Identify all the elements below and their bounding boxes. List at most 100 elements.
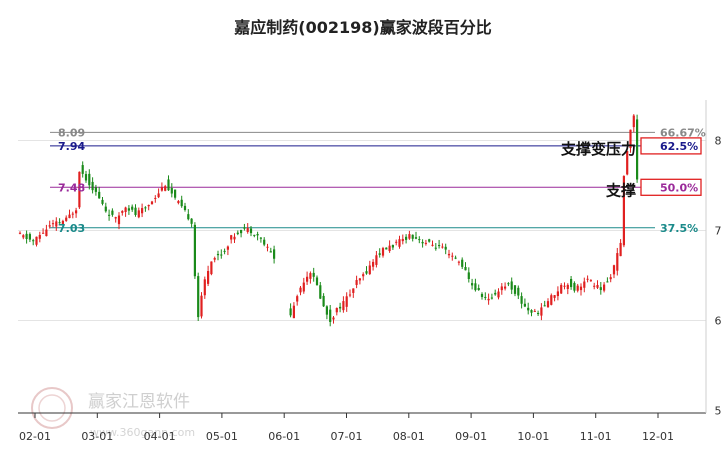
candle-body <box>527 307 530 311</box>
candle-body <box>98 191 101 199</box>
candle-body <box>540 307 543 316</box>
candle-body <box>434 247 437 249</box>
watermark: 赢家江恩软件 www.360gann.com <box>31 387 195 439</box>
candle-body <box>490 297 493 299</box>
candle-body <box>81 165 84 174</box>
candle-body <box>174 189 177 198</box>
x-tick-label: 02-01 <box>19 430 51 443</box>
watermark-logo-icon <box>31 387 73 429</box>
candle-body <box>160 187 163 191</box>
candle-body <box>381 248 385 256</box>
candle-body <box>65 217 68 221</box>
candle-body <box>144 207 147 209</box>
x-tick-label: 08-01 <box>393 430 425 443</box>
candle-body <box>180 199 183 207</box>
x-tick-label: 07-01 <box>331 430 363 443</box>
x-tick-label: 11-01 <box>580 430 612 443</box>
candle-body <box>428 239 431 242</box>
candle-body <box>487 298 490 301</box>
candles <box>18 114 639 327</box>
candle-body <box>451 255 454 257</box>
candle-body <box>299 287 302 293</box>
candle-body <box>612 265 616 275</box>
candle-body <box>520 296 523 304</box>
candle-body <box>589 280 592 282</box>
candle-body <box>560 284 563 294</box>
candle-body <box>533 310 536 312</box>
candle-body <box>464 267 467 271</box>
level-labels: 8.09 66.67% 7.94 62.5% 7.48 50.0% 7.03 37.5% <box>58 126 706 234</box>
candle-body <box>513 285 517 294</box>
candle-body <box>537 312 540 315</box>
level-value-label: 7.94 <box>58 140 85 153</box>
candle-body <box>619 242 622 257</box>
candle-body <box>606 281 609 283</box>
candle-body <box>197 276 200 318</box>
candle-body <box>302 282 305 292</box>
annotation-label: 支撑变压力 <box>560 140 636 158</box>
x-tick-label: 03-01 <box>81 430 113 443</box>
candle-body <box>55 221 58 227</box>
candle-body <box>405 236 408 240</box>
candle-body <box>312 272 315 277</box>
x-tick-label: 05-01 <box>206 430 238 443</box>
candle-body <box>75 210 78 214</box>
candle-body <box>134 207 137 215</box>
candle-body <box>632 115 635 128</box>
candle-body <box>474 283 477 291</box>
candle-body <box>322 295 325 307</box>
candle-body <box>421 241 424 244</box>
candle-body <box>259 237 262 239</box>
candle-body <box>355 280 358 285</box>
candle-body <box>226 246 229 250</box>
axes: 5 6 7 8 02-01 03-01 04-01 05-01 06-01 07-01 08-01 0… <box>18 100 722 443</box>
candle-body <box>230 235 233 240</box>
level-value-label: 7.03 <box>58 222 85 235</box>
candle-body <box>332 317 335 320</box>
candle-body <box>319 285 322 299</box>
candle-body <box>467 272 470 279</box>
candle-body <box>131 206 134 210</box>
x-tick-label: 09-01 <box>455 430 487 443</box>
candle-body <box>570 278 573 288</box>
candle-body <box>497 291 500 298</box>
candle-body <box>292 305 295 319</box>
candle-body <box>28 234 31 240</box>
candle-body <box>329 309 332 322</box>
candle-body <box>372 261 375 267</box>
y-tick-label: 8 <box>715 135 722 148</box>
candle-body <box>576 285 579 291</box>
candle-body <box>111 210 114 215</box>
candle-body <box>583 281 586 288</box>
candle-body <box>510 281 513 290</box>
level-pct-label: 66.67% <box>660 126 706 139</box>
candle-body <box>223 250 226 252</box>
annotation-label: 支撑 <box>605 181 636 199</box>
watermark-logo-inner-icon <box>38 394 66 422</box>
candle-body <box>596 285 599 288</box>
grid <box>18 140 706 321</box>
level-value-label: 7.48 <box>58 181 85 194</box>
candle-body <box>408 234 411 239</box>
candle-body <box>401 238 404 242</box>
candle-body <box>431 244 434 246</box>
candle-body <box>629 129 632 149</box>
candle-body <box>342 301 345 311</box>
candle-body <box>484 296 487 298</box>
candle-body <box>309 273 312 279</box>
candle-body <box>289 308 292 316</box>
candle-body <box>339 306 342 309</box>
candle-body <box>22 235 25 238</box>
candle-body <box>45 229 48 237</box>
candle-body <box>566 284 569 289</box>
candle-body <box>368 265 371 274</box>
candle-body <box>375 255 378 265</box>
candle-body <box>249 228 253 234</box>
candle-body <box>127 208 130 211</box>
candle-body <box>438 245 441 247</box>
candle-body <box>121 210 124 213</box>
candle-body <box>246 228 249 232</box>
candle-body <box>477 288 480 291</box>
candle-body <box>263 239 266 245</box>
